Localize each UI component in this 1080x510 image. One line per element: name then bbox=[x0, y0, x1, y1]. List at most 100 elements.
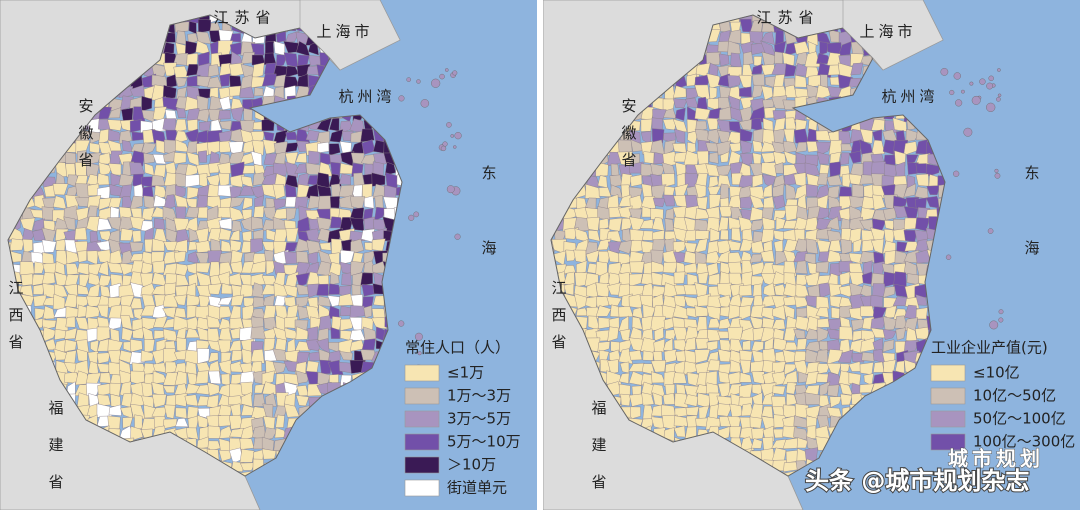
county-cell bbox=[819, 41, 829, 56]
county-cell bbox=[163, 404, 176, 419]
county-cell bbox=[107, 317, 123, 331]
county-cell bbox=[188, 21, 197, 35]
county-cell bbox=[108, 107, 122, 119]
county-cell bbox=[651, 271, 665, 287]
county-cell bbox=[88, 263, 102, 276]
county-cell bbox=[719, 306, 731, 318]
county-cell bbox=[362, 183, 373, 199]
county-cell bbox=[162, 348, 178, 365]
county-cell bbox=[727, 29, 742, 44]
county-cell bbox=[329, 271, 340, 286]
county-cell bbox=[174, 383, 188, 395]
county-cell bbox=[294, 361, 307, 375]
county-cell bbox=[731, 227, 742, 242]
county-cell bbox=[628, 350, 643, 361]
county-cell bbox=[760, 249, 775, 263]
county-cell bbox=[206, 394, 220, 409]
island bbox=[446, 122, 452, 128]
county-cell bbox=[859, 251, 876, 263]
county-cell bbox=[796, 437, 808, 449]
county-cell bbox=[63, 216, 76, 231]
county-cell bbox=[163, 194, 176, 211]
county-cell bbox=[218, 359, 232, 376]
county-cell bbox=[882, 339, 895, 353]
county-cell bbox=[740, 326, 755, 342]
county-cell bbox=[217, 271, 231, 286]
county-cell bbox=[662, 261, 678, 274]
island bbox=[953, 72, 961, 80]
island bbox=[989, 320, 999, 330]
county-cell bbox=[107, 262, 123, 274]
county-cell bbox=[596, 238, 612, 251]
county-cell bbox=[815, 84, 832, 101]
county-cell bbox=[598, 250, 611, 264]
island bbox=[988, 75, 994, 82]
county-cell bbox=[607, 359, 619, 375]
county-cell bbox=[241, 348, 252, 365]
island bbox=[454, 233, 461, 240]
county-cell bbox=[643, 151, 655, 164]
county-cell bbox=[120, 304, 135, 319]
county-cell bbox=[650, 207, 664, 220]
county-cell bbox=[132, 326, 145, 339]
island bbox=[961, 89, 965, 94]
county-cell bbox=[243, 108, 253, 123]
county-cell bbox=[195, 370, 209, 384]
county-cell bbox=[317, 141, 330, 154]
county-cell bbox=[749, 416, 763, 429]
county-cell bbox=[175, 392, 188, 407]
county-cell bbox=[9, 238, 25, 251]
county-cell bbox=[827, 206, 842, 222]
county-cell bbox=[209, 261, 221, 277]
county-cell bbox=[174, 118, 187, 133]
county-cell bbox=[65, 316, 76, 328]
county-cell bbox=[761, 217, 775, 231]
county-cell bbox=[229, 360, 243, 373]
island bbox=[969, 81, 974, 86]
county-cell bbox=[707, 107, 722, 122]
place-label: 安徽省 bbox=[77, 98, 95, 179]
county-cell bbox=[295, 370, 311, 384]
county-cell bbox=[283, 284, 298, 298]
county-cell bbox=[219, 425, 234, 439]
county-cell bbox=[250, 76, 267, 89]
county-cell bbox=[640, 196, 656, 209]
county-cell bbox=[751, 438, 763, 449]
county-cell bbox=[231, 219, 243, 232]
county-cell bbox=[838, 305, 852, 319]
county-cell bbox=[174, 21, 190, 33]
county-cell bbox=[815, 296, 830, 310]
shanghai-land bbox=[842, 0, 944, 71]
county-cell bbox=[363, 305, 372, 318]
county-cell bbox=[743, 51, 754, 66]
county-cell bbox=[295, 326, 309, 340]
county-cell bbox=[882, 286, 896, 298]
county-cell bbox=[795, 315, 809, 331]
island bbox=[440, 145, 447, 152]
county-cell bbox=[739, 139, 753, 154]
place-label: 江西省 bbox=[550, 280, 568, 361]
county-cell bbox=[628, 337, 644, 353]
county-cell bbox=[265, 260, 277, 275]
county-cell bbox=[739, 383, 753, 398]
place-label: 杭州湾 bbox=[881, 88, 938, 106]
county-cell bbox=[815, 306, 829, 318]
county-cell bbox=[284, 242, 298, 253]
county-cell bbox=[783, 363, 799, 376]
county-cell bbox=[175, 77, 188, 88]
county-cell bbox=[686, 415, 698, 429]
county-cell bbox=[696, 150, 709, 165]
county-cell bbox=[925, 163, 941, 178]
county-cell bbox=[96, 326, 111, 343]
legend-label: 50亿～100亿 bbox=[973, 410, 1066, 428]
county-cell bbox=[328, 143, 341, 156]
county-cell bbox=[152, 260, 165, 274]
county-cell bbox=[905, 128, 920, 142]
county-cell bbox=[608, 217, 623, 232]
county-cell bbox=[618, 305, 634, 318]
county-cell bbox=[804, 154, 819, 167]
county-cell bbox=[892, 228, 907, 242]
county-cell bbox=[242, 165, 256, 174]
county-cell bbox=[129, 195, 143, 211]
county-cell bbox=[839, 152, 850, 166]
